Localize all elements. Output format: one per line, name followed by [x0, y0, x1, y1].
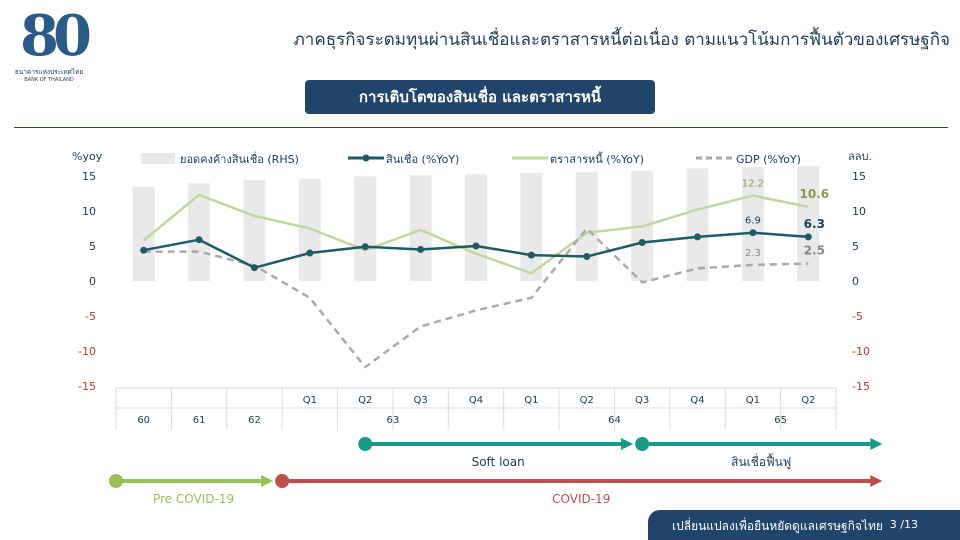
x-tick-year: 64 — [608, 415, 621, 426]
data-label-credit: 6.9 — [745, 216, 761, 227]
data-point-credit — [417, 246, 425, 253]
timeline-arrowhead — [261, 475, 274, 487]
legend-label-bond: ตราสารหนี้ (%YoY) — [550, 151, 644, 166]
legend-label-bars: ยอดคงค้างสินเชื่อ (RHS) — [180, 151, 299, 166]
right-axis-tick: -5 — [852, 310, 863, 323]
right-axis-tick: -15 — [852, 380, 870, 393]
series-line-bond — [142, 193, 809, 275]
x-tick-year: 60 — [137, 415, 150, 426]
logo-thai-name: ธนาคารแห่งประเทศไทย — [14, 68, 84, 76]
data-label-gdp: 2.5 — [804, 244, 825, 258]
data-point-credit — [472, 242, 480, 250]
right-axis-tick: 15 — [852, 170, 866, 183]
footer-slogan: เปลี่ยนแปลงเพื่อยืนหยัดดูแลเศรษฐกิจไทย — [672, 519, 883, 533]
legend-marker-credit — [362, 154, 370, 162]
outstanding-loan-bar — [243, 179, 266, 281]
logo-numeral: 80 — [20, 3, 92, 69]
x-tick-quarter: Q4 — [690, 395, 704, 406]
timeline-label: สินเชื่อฟื้นฟู — [731, 453, 791, 470]
x-tick-quarter: Q3 — [413, 395, 427, 406]
outstanding-loan-bar — [132, 186, 155, 281]
data-label-gdp: 2.3 — [745, 248, 761, 259]
legend-label-gdp: GDP (%YoY) — [736, 153, 801, 166]
outstanding-loan-bar — [465, 174, 487, 281]
outstanding-loan-bar — [575, 171, 598, 281]
data-point-credit — [638, 239, 646, 246]
left-axis-label: %yoy — [72, 150, 103, 163]
left-axis-tick: -15 — [78, 380, 96, 393]
timeline-start-dot — [275, 474, 290, 488]
data-label-bond: 10.6 — [800, 187, 830, 201]
bot-logo: 80 ธนาคารแห่งประเทศไทย BANK OF THAILAND — [6, 6, 92, 84]
page-number: 3 /13 — [889, 518, 918, 531]
footer-bar: เปลี่ยนแปลงเพื่อยืนหยัดดูแลเศรษฐกิจไทย 3… — [648, 510, 960, 540]
x-tick-year: 61 — [193, 415, 206, 426]
x-tick-year: 65 — [774, 415, 787, 426]
outstanding-loan-bar — [188, 183, 211, 281]
outstanding-loan-bar — [354, 176, 377, 281]
x-tick-quarter: Q4 — [469, 395, 483, 406]
right-axis-tick: 0 — [852, 275, 859, 288]
right-axis-label: ลลบ. — [848, 150, 872, 163]
data-point-credit — [306, 249, 314, 257]
data-point-credit — [527, 251, 535, 259]
outstanding-loan-bar — [520, 172, 543, 281]
timeline-start-dot — [635, 437, 650, 451]
left-axis-tick: -5 — [85, 310, 96, 323]
x-tick-year: 63 — [387, 415, 400, 426]
legend-label-credit: สินเชื่อ (%YoY) — [386, 151, 460, 166]
data-point-credit — [250, 264, 258, 272]
right-axis-tick: -10 — [852, 345, 870, 358]
timeline-label: Soft loan — [472, 455, 525, 469]
timeline-arrowhead — [870, 475, 883, 487]
left-axis-tick: -10 — [78, 345, 96, 358]
x-tick-quarter: Q2 — [580, 395, 594, 406]
header-divider — [14, 127, 948, 128]
x-tick-quarter: Q1 — [303, 395, 317, 406]
timeline-label: Pre COVID-19 — [153, 492, 234, 506]
right-axis-tick: 10 — [852, 205, 866, 218]
logo-english-name: BANK OF THAILAND — [24, 77, 74, 83]
timeline-start-dot — [358, 437, 373, 451]
left-axis-tick: 15 — [82, 170, 96, 183]
x-tick-quarter: Q3 — [635, 395, 649, 406]
left-axis-tick: 0 — [89, 275, 96, 288]
data-point-credit — [583, 253, 591, 260]
timeline-start-dot — [109, 474, 123, 488]
data-point-credit — [195, 236, 203, 244]
x-tick-quarter: Q2 — [801, 395, 815, 406]
data-point-credit — [361, 243, 369, 251]
right-axis-tick: 5 — [852, 240, 859, 253]
left-axis-tick: 10 — [82, 205, 96, 218]
x-tick-year: 62 — [248, 415, 261, 426]
left-axis-tick: 5 — [89, 240, 96, 253]
x-tick-quarter: Q1 — [524, 395, 538, 406]
timeline-arrowhead — [621, 438, 634, 450]
outstanding-loan-bar — [409, 175, 432, 281]
data-point-credit — [804, 233, 812, 241]
timeline-arrowhead — [870, 438, 883, 450]
outstanding-loan-bar — [686, 168, 709, 281]
data-point-credit — [694, 233, 702, 241]
data-point-credit — [140, 246, 148, 254]
outstanding-loan-bar — [797, 166, 820, 281]
page-headline: ภาคธุรกิจระดมทุนผ่านสินเชื่อและตราสารหนี… — [293, 30, 950, 50]
x-tick-quarter: Q2 — [358, 395, 372, 406]
x-tick-quarter: Q1 — [746, 395, 760, 406]
legend-swatch-bars — [141, 153, 175, 164]
data-point-credit — [749, 229, 757, 237]
data-label-credit: 6.3 — [804, 217, 825, 231]
chart-subtitle-box: การเติบโตของสินเชื่อ และตราสารหนี้ — [305, 80, 655, 114]
timeline-label: COVID-19 — [552, 492, 610, 506]
data-label-bond: 12.2 — [742, 179, 764, 190]
